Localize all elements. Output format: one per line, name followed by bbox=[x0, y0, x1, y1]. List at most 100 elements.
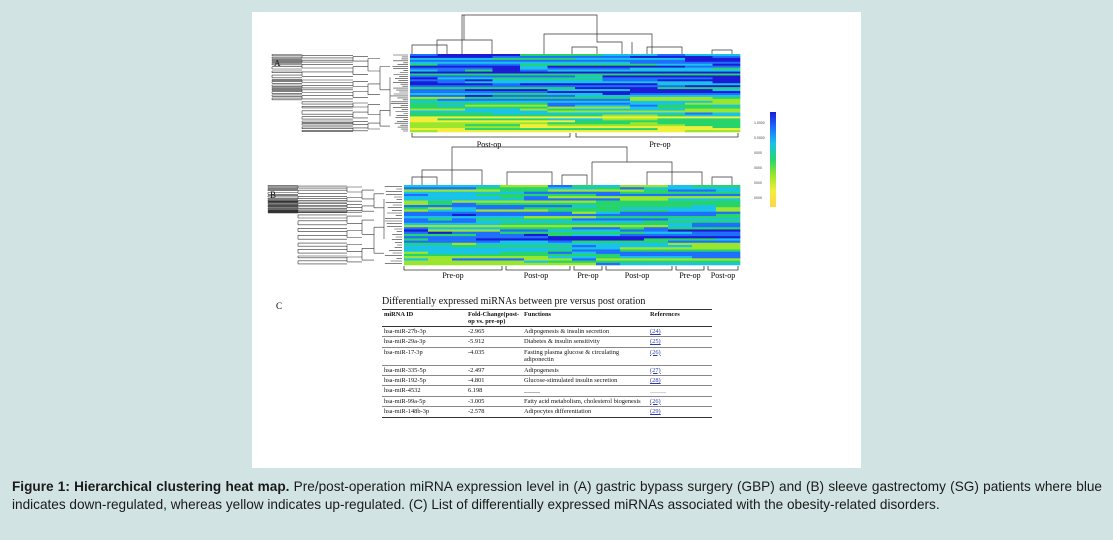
header-fold-change: Fold-Change(post-op vs. pre-op) bbox=[466, 309, 522, 327]
heatmap-cell bbox=[520, 61, 548, 65]
heatmap-cell bbox=[630, 106, 658, 109]
heatmap-cell bbox=[410, 116, 438, 119]
cell-function: _____ bbox=[524, 387, 540, 395]
group-label-a-post-op: Post-op bbox=[477, 140, 501, 149]
heatmap-cell bbox=[465, 69, 493, 72]
heatmap-cell bbox=[524, 207, 549, 210]
heatmap-cell bbox=[428, 233, 453, 237]
heatmap-cell bbox=[428, 207, 453, 210]
group-label-b-6: Post-op bbox=[711, 271, 735, 280]
heatmap-cell bbox=[630, 110, 658, 113]
group-label-b-5: Pre-op bbox=[679, 271, 700, 280]
heatmap-cell bbox=[644, 260, 669, 264]
heatmap-cell bbox=[452, 260, 477, 264]
heatmap-cell bbox=[547, 130, 576, 133]
cell-reference[interactable]: (24) bbox=[650, 328, 661, 335]
heatmap-cell bbox=[548, 260, 573, 264]
cell-reference[interactable]: (25) bbox=[650, 338, 661, 346]
heatmap-cell bbox=[524, 220, 549, 224]
heatmap-cell bbox=[620, 231, 645, 235]
heatmap-cell bbox=[620, 245, 645, 248]
heatmap-cell bbox=[452, 198, 477, 201]
table-row: hsa-miR-192-5p -4.801 Glucose-stimulated i… bbox=[382, 375, 712, 386]
heatmap-cell bbox=[520, 63, 548, 66]
cell-reference[interactable]: (26) bbox=[650, 397, 661, 405]
heatmap-cell bbox=[716, 222, 741, 226]
heatmap-cell bbox=[668, 220, 693, 224]
heatmap-cell bbox=[500, 242, 525, 246]
heatmap-cell bbox=[428, 249, 453, 252]
heatmap-cell bbox=[630, 108, 658, 111]
heatmap-cell bbox=[524, 249, 549, 252]
heatmap-cell bbox=[602, 69, 631, 72]
heatmap-cell bbox=[572, 222, 597, 226]
heatmap-cell bbox=[620, 209, 645, 212]
heatmap-cell bbox=[452, 231, 477, 235]
heatmap-cell bbox=[668, 245, 693, 248]
heatmap-cell bbox=[630, 98, 658, 102]
heatmap-cell bbox=[716, 236, 741, 239]
heatmap-cell bbox=[476, 222, 501, 226]
heatmap-cell bbox=[520, 108, 548, 111]
heatmap-cell bbox=[410, 96, 438, 100]
heatmap-cell bbox=[547, 79, 576, 82]
heatmap-cell bbox=[437, 120, 466, 123]
heatmap-cell bbox=[716, 233, 741, 237]
heatmap-cell bbox=[452, 258, 477, 261]
heatmap-cell bbox=[644, 216, 669, 219]
heatmap-cell bbox=[692, 236, 717, 239]
heatmap-cell bbox=[548, 200, 573, 204]
heatmap-cell bbox=[602, 98, 631, 102]
heatmap-cell bbox=[668, 218, 693, 221]
heatmap-cell bbox=[452, 193, 477, 197]
heatmap-cell bbox=[404, 251, 429, 255]
heatmap-cell bbox=[428, 216, 453, 219]
heatmap-cell bbox=[476, 196, 501, 199]
heatmap-cell bbox=[716, 205, 741, 208]
heatmap-cell bbox=[428, 262, 453, 266]
heatmap-cell bbox=[492, 128, 521, 131]
heatmap-cell bbox=[410, 59, 438, 63]
heatmap-cell bbox=[620, 227, 645, 230]
heatmap-cell bbox=[712, 85, 741, 88]
heatmap-cell bbox=[572, 258, 597, 261]
cell-reference[interactable]: (29) bbox=[650, 408, 661, 416]
heatmap-cell bbox=[630, 73, 658, 76]
heatmap-cell bbox=[465, 116, 493, 119]
heatmap-cell bbox=[644, 242, 669, 246]
heatmap-cell bbox=[630, 67, 658, 70]
cell-fold-change: 6.198 bbox=[468, 387, 483, 395]
heatmap-cell bbox=[452, 242, 477, 246]
heatmap-cell bbox=[437, 130, 466, 133]
heatmap-cell bbox=[620, 216, 645, 219]
heatmap-cell bbox=[500, 258, 525, 261]
cell-reference[interactable]: (27) bbox=[650, 366, 661, 374]
heatmap-cell bbox=[465, 73, 493, 76]
heatmap-cell bbox=[410, 118, 438, 121]
heatmap-cell bbox=[547, 108, 576, 111]
heatmap-cell bbox=[547, 98, 576, 102]
table-row: hsa-miR-4532 6.198 _____ _____ bbox=[382, 385, 712, 396]
cell-fold-change: -4.035 bbox=[468, 348, 485, 356]
heatmap-cell bbox=[548, 240, 573, 244]
cell-reference[interactable]: (26) bbox=[650, 348, 661, 356]
heatmap-cell bbox=[548, 202, 573, 206]
heatmap-cell bbox=[452, 191, 477, 195]
heatmap-cell bbox=[602, 81, 631, 84]
heatmap-cell bbox=[520, 93, 548, 96]
column-dendrogram-b bbox=[411, 146, 733, 185]
heatmap-cell bbox=[620, 238, 645, 241]
heatmap-cell bbox=[548, 213, 573, 217]
heatmap-cell bbox=[596, 247, 621, 250]
heatmap-cell bbox=[692, 256, 717, 259]
heatmap-cell bbox=[630, 81, 658, 84]
heatmap-cell bbox=[692, 213, 717, 217]
heatmap-cell bbox=[404, 253, 429, 257]
heatmap-cell bbox=[596, 202, 621, 206]
heatmap-cell bbox=[657, 55, 686, 59]
heatmap-cell bbox=[716, 260, 741, 264]
heatmap-cell bbox=[644, 213, 669, 217]
cell-reference[interactable]: (28) bbox=[650, 377, 661, 385]
heatmap-cell bbox=[657, 91, 686, 94]
heatmap-cell bbox=[428, 205, 453, 208]
